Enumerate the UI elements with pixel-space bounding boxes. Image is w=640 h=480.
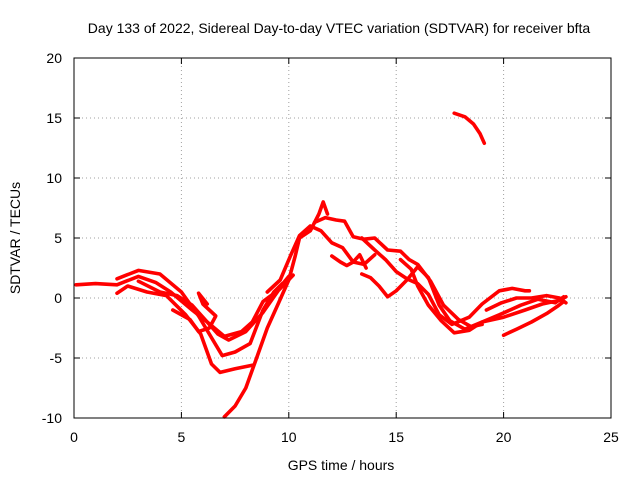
x-axis-label: GPS time / hours (288, 457, 395, 473)
series-line-track-15 (329, 253, 368, 270)
series-line-track-13 (484, 293, 568, 312)
y-tick-label: 15 (46, 110, 62, 126)
x-tick-label: 0 (70, 429, 78, 445)
series-line-track-8 (312, 215, 484, 329)
series-line-track-6 (222, 200, 330, 419)
series-line-track-4 (136, 273, 295, 342)
x-axis-ticks: 0 5 10 15 20 25 (70, 58, 619, 445)
x-tick-label: 5 (178, 429, 186, 445)
series-layer (74, 111, 568, 419)
y-tick-label: -5 (50, 350, 63, 366)
series-line-track-10 (359, 264, 566, 332)
chart-title: Day 133 of 2022, Sidereal Day-to-day VTE… (88, 20, 591, 36)
y-tick-label: 0 (54, 290, 62, 306)
series-line-track-7 (265, 224, 377, 294)
y-axis-label: SDTVAR / TECUs (7, 182, 23, 294)
series-line-track-12 (501, 299, 566, 338)
y-tick-label: 5 (54, 230, 62, 246)
y-tick-label: -10 (42, 410, 62, 426)
x-tick-label: 20 (496, 429, 512, 445)
x-tick-label: 15 (388, 429, 404, 445)
y-tick-label: 10 (46, 170, 62, 186)
series-line-track-5 (171, 291, 218, 334)
y-axis-ticks: -10 -5 0 5 10 15 20 (42, 50, 611, 426)
y-tick-label: 20 (46, 50, 62, 66)
x-tick-label: 25 (603, 429, 619, 445)
series-line-track-11 (398, 257, 568, 335)
x-tick-label: 10 (281, 429, 297, 445)
grid-lines (74, 58, 611, 418)
series-line-track-14 (452, 111, 487, 145)
series-line-track-9 (359, 236, 532, 327)
